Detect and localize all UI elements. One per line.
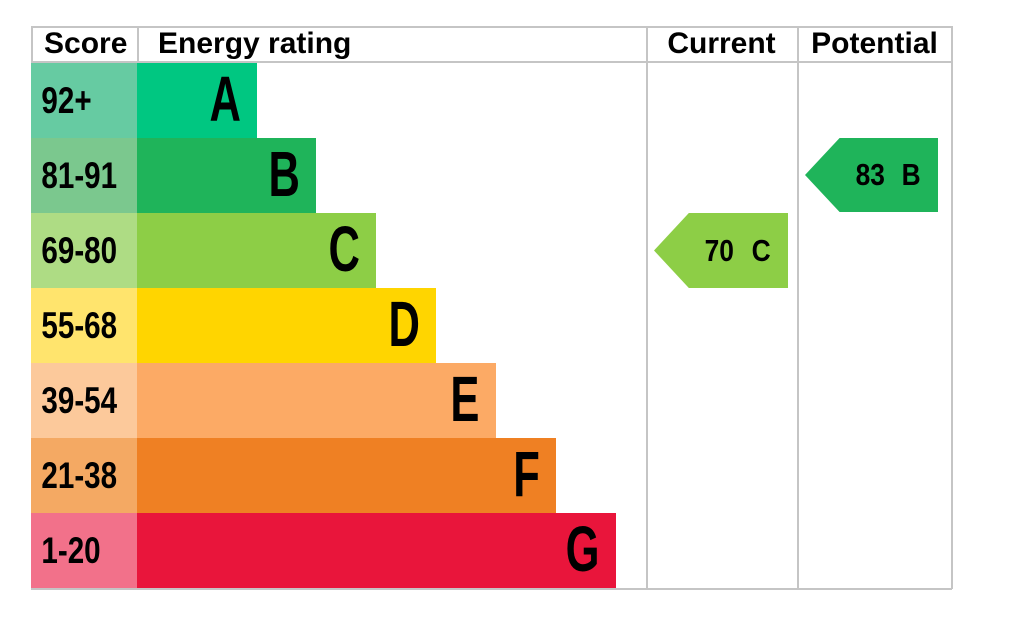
grid-line-top (31, 26, 952, 28)
band-score-label: 69-80 (41, 229, 118, 271)
band-bar: G (137, 513, 616, 588)
band-score-label: 55-68 (41, 304, 118, 346)
band-row-b: 81-91 B (31, 138, 952, 213)
band-score-label: 81-91 (41, 154, 118, 196)
band-score-cell: 55-68 (31, 288, 137, 363)
band-score-cell: 1-20 (31, 513, 137, 588)
grid-line-left (31, 26, 33, 63)
band-score-label: 21-38 (41, 454, 118, 496)
band-bar: E (137, 363, 496, 438)
band-score-label: 39-54 (41, 379, 118, 421)
band-row-d: 55-68 D (31, 288, 952, 363)
band-letter: F (513, 437, 540, 510)
grid-line-bottom (31, 588, 952, 590)
band-row-g: 1-20 G (31, 513, 952, 588)
band-letter: A (209, 62, 241, 135)
band-letter: E (450, 362, 480, 435)
band-row-c: 69-80 C (31, 213, 952, 288)
band-score-label: 1-20 (41, 529, 101, 571)
potential-rating-letter: B (901, 157, 921, 192)
grid-line-score-divider (137, 26, 139, 62)
header-current: Current (667, 27, 776, 60)
grid-line-header-bottom (31, 61, 952, 63)
band-row-a: 92+ A (31, 63, 952, 138)
band-score-cell: 81-91 (31, 138, 137, 213)
band-bar: D (137, 288, 436, 363)
grid-line-potential-divider (797, 26, 799, 589)
band-score-label: 92+ (41, 79, 92, 121)
header-potential: Potential (811, 27, 938, 60)
current-rating-score: 70 (704, 232, 734, 268)
band-letter: G (565, 512, 600, 585)
band-letter: C (328, 212, 360, 285)
band-bar: A (137, 63, 257, 138)
band-score-cell: 92+ (31, 63, 137, 138)
header-energy-rating: Energy rating (158, 27, 352, 60)
band-bar: F (137, 438, 556, 513)
band-bar: B (137, 138, 316, 213)
current-rating-letter: C (751, 232, 771, 268)
band-score-cell: 21-38 (31, 438, 137, 513)
band-score-cell: 69-80 (31, 213, 137, 288)
band-letter: D (388, 287, 420, 360)
potential-rating-score: 83 (855, 157, 885, 192)
band-row-f: 21-38 F (31, 438, 952, 513)
band-bar: C (137, 213, 376, 288)
grid-line-right (951, 26, 953, 589)
band-row-e: 39-54 E (31, 363, 952, 438)
band-letter: B (268, 137, 300, 210)
band-score-cell: 39-54 (31, 363, 137, 438)
header-score: Score (44, 27, 128, 60)
grid-line-current-divider (646, 26, 648, 589)
